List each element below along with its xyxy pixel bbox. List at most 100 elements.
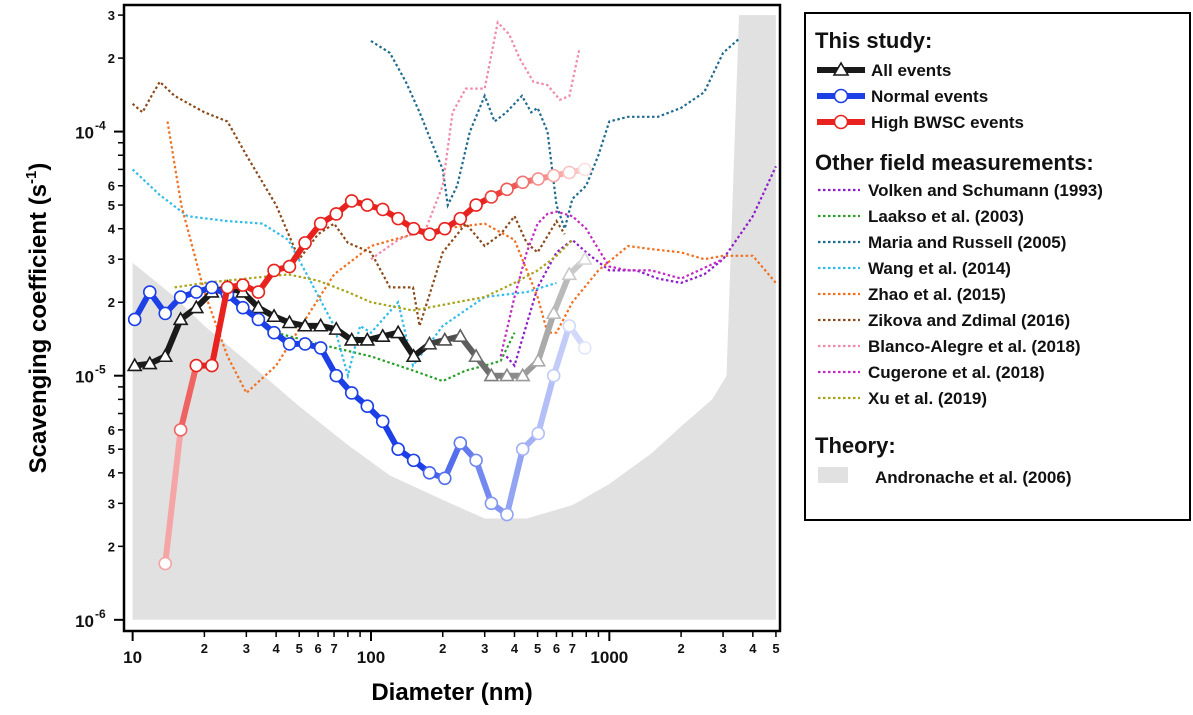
legend-swatch-theory xyxy=(818,467,848,483)
study-point xyxy=(172,311,189,326)
study-segment xyxy=(208,284,231,369)
x-minor-tick-label: 2 xyxy=(439,641,446,656)
study-segment xyxy=(162,426,184,567)
study-point xyxy=(344,386,359,400)
study-point xyxy=(142,285,157,299)
y-minor-tick-label: 5 xyxy=(108,198,115,213)
y-tick-exponent: -6 xyxy=(95,607,106,621)
study-series-2 xyxy=(158,162,592,571)
study-point xyxy=(437,221,452,236)
study-point xyxy=(266,308,282,323)
study-segment xyxy=(535,310,557,364)
legend-field-label: Laakso et al. (2003) xyxy=(868,207,1024,226)
study-point xyxy=(545,305,562,320)
study-point xyxy=(313,216,328,231)
legend-field-entries: Volken and Schumann (1993) Laakso et al. … xyxy=(818,181,1103,408)
study-point xyxy=(250,299,267,314)
study-point xyxy=(500,182,514,197)
study-point xyxy=(158,306,173,321)
study-point xyxy=(344,194,359,208)
study-series-0 xyxy=(126,251,593,382)
study-point xyxy=(282,259,297,274)
study-point xyxy=(405,348,422,363)
study-point xyxy=(343,331,360,346)
x-minor-tick-label: 5 xyxy=(296,641,303,656)
study-point xyxy=(282,337,297,351)
x-tick-label: 10 xyxy=(123,648,142,667)
legend-study-label: High BWSC events xyxy=(871,113,1024,132)
y-minor-tick-label: 2 xyxy=(108,539,115,554)
study-point xyxy=(406,221,421,236)
study-point xyxy=(157,348,174,363)
legend-label-theory: Andronache et al. (2006) xyxy=(875,468,1072,487)
legend: This study: All events Normal events High … xyxy=(804,12,1191,521)
y-tick-label: 10 xyxy=(75,368,94,387)
legend-study-marker xyxy=(833,114,849,130)
study-point xyxy=(374,328,391,342)
legend-field-label: Zikova and Zdimal (2016) xyxy=(868,311,1070,330)
study-point xyxy=(390,324,407,339)
legend-study-label: All events xyxy=(871,61,951,80)
study-point xyxy=(158,556,173,571)
y-tick-exponent: -4 xyxy=(95,119,106,133)
study-point xyxy=(421,335,438,350)
study-point xyxy=(578,162,592,177)
study-point xyxy=(359,331,376,346)
y-minor-tick-label: 4 xyxy=(108,222,116,237)
x-minor-tick-label: 4 xyxy=(749,641,757,656)
study-point xyxy=(329,368,344,383)
y-axis-title: Scavenging coefficient (s-1) xyxy=(23,163,52,474)
y-minor-tick-label: 2 xyxy=(108,295,115,310)
plot-frame xyxy=(122,3,782,633)
study-point xyxy=(267,263,281,278)
study-point xyxy=(313,341,328,355)
study-point xyxy=(562,319,577,333)
x-minor-tick-label: 6 xyxy=(314,641,321,656)
study-point xyxy=(499,367,515,382)
study-point xyxy=(469,453,483,468)
legend-heading-theory: Theory: xyxy=(815,433,896,458)
study-point xyxy=(189,285,204,299)
x-minor-tick-label: 7 xyxy=(330,641,337,656)
field-series-line-5 xyxy=(131,80,566,327)
study-point xyxy=(328,321,345,335)
x-minor-tick-label: 3 xyxy=(243,641,250,656)
study-point xyxy=(531,172,546,186)
study-point xyxy=(297,317,313,332)
study-point xyxy=(329,207,344,221)
study-point xyxy=(205,280,219,295)
study-segment xyxy=(473,457,495,507)
legend-study-marker xyxy=(832,61,850,76)
study-point xyxy=(530,352,547,367)
y-minor-tick-label: 3 xyxy=(108,8,115,23)
study-point xyxy=(251,312,266,327)
study-point xyxy=(484,190,499,204)
legend-study-entries: All events Normal events High BWSC events xyxy=(817,61,1024,132)
study-point xyxy=(173,290,188,304)
legend-study-label: Normal events xyxy=(871,87,988,106)
field-series-line-0 xyxy=(505,165,777,368)
study-point xyxy=(126,357,143,372)
study-segment xyxy=(177,362,200,433)
legend-heading-other: Other field measurements: xyxy=(815,150,1094,175)
study-segment xyxy=(550,322,573,379)
study-point xyxy=(298,236,312,250)
y-minor-tick-label: 2 xyxy=(108,51,115,66)
study-point xyxy=(375,202,390,217)
field-series-line-7 xyxy=(499,210,724,357)
study-point xyxy=(468,348,484,363)
field-series-line-2 xyxy=(370,37,740,233)
legend-field-label: Blanco-Alegre et al. (2018) xyxy=(868,337,1081,356)
y-minor-tick-label: 3 xyxy=(108,252,115,267)
study-point xyxy=(141,355,158,370)
study-point xyxy=(483,367,500,382)
study-point xyxy=(220,280,235,295)
study-point xyxy=(267,325,281,340)
x-minor-tick-label: 3 xyxy=(481,641,488,656)
y-minor-tick-label: 4 xyxy=(108,466,116,481)
study-segment xyxy=(503,446,526,518)
y-minor-tick-label: 6 xyxy=(108,423,115,438)
legend-field-label: Maria and Russell (2005) xyxy=(868,233,1066,252)
